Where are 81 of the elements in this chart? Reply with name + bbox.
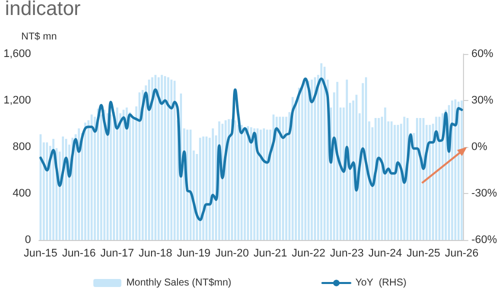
bar — [116, 107, 118, 240]
y2-tick-label: 0% — [471, 141, 488, 153]
bar — [403, 116, 406, 240]
bar — [324, 66, 326, 240]
bar — [394, 124, 396, 240]
bar — [164, 76, 166, 240]
bar — [138, 92, 141, 240]
bar — [46, 142, 48, 240]
x-tick-label: Jun-22 — [292, 248, 326, 260]
bar — [148, 80, 150, 240]
x-tick-label: Jun-15 — [24, 248, 58, 260]
y-tick-label: 800 — [12, 141, 31, 153]
bar — [460, 100, 463, 240]
x-tick-label: Jun-16 — [62, 248, 96, 260]
bar — [190, 130, 192, 240]
x-tick-label: Jun-18 — [138, 248, 172, 260]
x-tick-label: Jun-21 — [253, 248, 288, 260]
bar — [262, 128, 265, 240]
bar — [384, 107, 386, 240]
y2-tick-label: -30% — [471, 188, 498, 200]
y2-tick-label: 30% — [471, 94, 494, 106]
bar — [419, 118, 422, 240]
bar — [174, 80, 176, 240]
bar — [314, 77, 316, 240]
x-tick-label: Jun-20 — [215, 248, 249, 260]
y2-tick-label: -60% — [471, 234, 498, 246]
bar — [237, 124, 240, 240]
bar — [78, 128, 80, 240]
bar — [260, 130, 262, 240]
bar — [234, 120, 236, 240]
bar — [167, 77, 170, 240]
x-tick-label: Jun-25 — [406, 248, 440, 260]
bar — [396, 124, 399, 240]
y-tick-label: 1,200 — [3, 94, 31, 106]
bar — [416, 118, 418, 240]
y-tick-label: 1,600 — [3, 48, 31, 60]
x-tick-label: Jun-26 — [444, 248, 479, 260]
bar — [246, 126, 250, 240]
bar — [170, 80, 172, 240]
x-tick-label: Jun-19 — [176, 248, 211, 260]
bar — [278, 116, 281, 240]
x-tick-label: Jun-23 — [330, 248, 364, 260]
chart-title: indicator — [5, 0, 81, 20]
bar — [154, 74, 156, 240]
bar — [126, 107, 128, 240]
bar — [90, 114, 93, 240]
bar — [428, 124, 431, 240]
bar — [282, 116, 284, 240]
bar — [160, 74, 163, 240]
bar — [199, 138, 202, 240]
bar — [310, 80, 313, 240]
bar — [390, 121, 393, 240]
y2-tick-label: 60% — [471, 48, 494, 60]
bar — [158, 77, 160, 240]
bar — [298, 88, 300, 240]
y-tick-label: 400 — [12, 188, 31, 200]
bar — [438, 116, 440, 240]
y-axis-title: NT$ mn — [21, 32, 57, 42]
bar — [228, 119, 230, 240]
bar — [378, 118, 380, 240]
bar — [266, 130, 268, 240]
x-tick-label: Jun-17 — [100, 248, 134, 260]
bar — [52, 138, 54, 240]
bar — [40, 134, 42, 240]
bar — [122, 110, 125, 240]
bar — [151, 77, 154, 240]
bar — [84, 122, 86, 240]
bar — [304, 82, 306, 240]
bar — [276, 116, 278, 240]
x-tick-label: Jun-24 — [368, 248, 402, 260]
bar — [240, 124, 243, 240]
bar — [244, 127, 246, 240]
line-series — [39, 78, 463, 222]
y-tick-label: 0 — [24, 234, 31, 246]
bar — [205, 136, 208, 240]
legend-label: Monthly Sales (NT$mn) — [126, 278, 232, 288]
bar — [212, 128, 214, 240]
legend-label: YoY (RHS) — [355, 278, 406, 288]
bar — [250, 127, 252, 240]
bar — [320, 63, 322, 240]
bar — [110, 114, 112, 240]
